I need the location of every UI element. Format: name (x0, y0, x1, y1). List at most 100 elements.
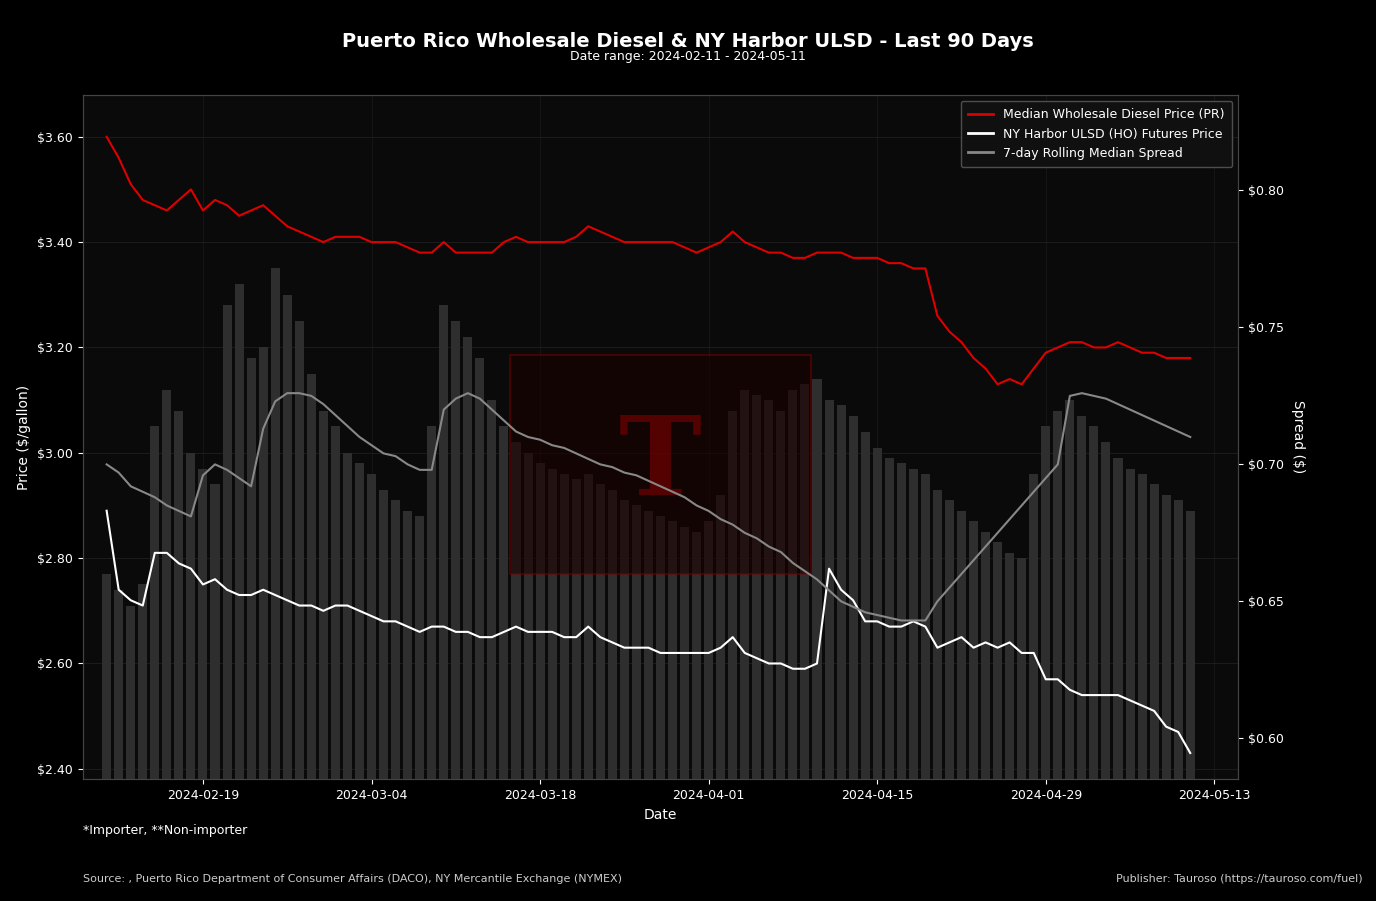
Bar (246, 358, 256, 901)
Bar (294, 321, 304, 901)
Bar (391, 500, 400, 901)
Bar (1161, 495, 1171, 901)
Bar (753, 395, 761, 901)
Bar (464, 337, 472, 901)
Text: Source: , Puerto Rico Department of Consumer Affairs (DACO), NY Mercantile Excha: Source: , Puerto Rico Department of Cons… (83, 874, 622, 884)
Y-axis label: Spread ($): Spread ($) (1291, 400, 1304, 474)
Bar (475, 358, 484, 901)
Bar (1138, 474, 1146, 901)
Bar (1149, 485, 1159, 901)
Bar (234, 284, 244, 901)
Bar (138, 585, 147, 901)
Bar (716, 495, 725, 901)
Text: Publisher: Tauroso (https://tauroso.com/fuel): Publisher: Tauroso (https://tauroso.com/… (1116, 874, 1362, 884)
Bar (837, 405, 846, 901)
Bar (1126, 469, 1135, 901)
Bar (1186, 511, 1194, 901)
Text: T: T (619, 411, 702, 518)
Bar (510, 355, 810, 574)
Bar (571, 479, 581, 901)
Bar (812, 379, 821, 901)
Y-axis label: Price ($/gallon): Price ($/gallon) (18, 385, 32, 489)
Bar (1090, 426, 1098, 901)
Bar (956, 511, 966, 901)
Bar (330, 426, 340, 901)
Bar (1077, 416, 1087, 901)
Bar (282, 295, 292, 901)
Bar (211, 485, 220, 901)
Bar (271, 268, 279, 901)
Bar (355, 463, 365, 901)
Bar (667, 522, 677, 901)
Bar (451, 321, 461, 901)
Bar (487, 400, 497, 901)
Bar (897, 463, 905, 901)
Bar (1042, 426, 1050, 901)
Bar (764, 400, 773, 901)
Bar (933, 489, 943, 901)
Bar (860, 432, 870, 901)
Bar (945, 500, 954, 901)
Bar (150, 426, 160, 901)
Bar (632, 505, 641, 901)
Bar (1101, 442, 1110, 901)
Bar (740, 389, 750, 901)
Bar (439, 305, 449, 901)
Bar (259, 348, 268, 901)
Bar (908, 469, 918, 901)
Bar (1053, 411, 1062, 901)
Bar (692, 532, 702, 901)
Bar (416, 516, 424, 901)
Bar (560, 474, 568, 901)
Bar (644, 511, 654, 901)
Bar (427, 426, 436, 901)
Text: Date range: 2024-02-11 - 2024-05-11: Date range: 2024-02-11 - 2024-05-11 (570, 50, 806, 62)
Bar (776, 411, 786, 901)
Bar (608, 489, 616, 901)
Bar (102, 574, 111, 901)
Bar (596, 485, 605, 901)
Text: *Importer, **Non-importer: *Importer, **Non-importer (83, 824, 246, 837)
Bar (872, 448, 882, 901)
Bar (1174, 500, 1183, 901)
Bar (307, 374, 316, 901)
Bar (969, 522, 978, 901)
Bar (403, 511, 413, 901)
Bar (523, 453, 533, 901)
Bar (1113, 458, 1123, 901)
Bar (319, 411, 327, 901)
Bar (548, 469, 557, 901)
Bar (1017, 558, 1026, 901)
Bar (993, 542, 1002, 901)
Bar (680, 526, 689, 901)
Bar (198, 469, 208, 901)
Bar (801, 385, 809, 901)
Bar (788, 389, 798, 901)
X-axis label: Date: Date (644, 807, 677, 822)
Bar (127, 605, 135, 901)
Bar (162, 389, 172, 901)
Legend: Median Wholesale Diesel Price (PR), NY Harbor ULSD (HO) Futures Price, 7-day Rol: Median Wholesale Diesel Price (PR), NY H… (960, 101, 1232, 168)
Text: Puerto Rico Wholesale Diesel & NY Harbor ULSD - Last 90 Days: Puerto Rico Wholesale Diesel & NY Harbor… (343, 32, 1033, 50)
Bar (728, 411, 738, 901)
Bar (824, 400, 834, 901)
Bar (921, 474, 930, 901)
Bar (849, 416, 857, 901)
Bar (885, 458, 894, 901)
Bar (1004, 553, 1014, 901)
Bar (583, 474, 593, 901)
Bar (1029, 474, 1039, 901)
Bar (367, 474, 376, 901)
Bar (656, 516, 665, 901)
Bar (981, 532, 991, 901)
Bar (114, 590, 124, 901)
Bar (378, 489, 388, 901)
Bar (186, 453, 195, 901)
Bar (535, 463, 545, 901)
Bar (343, 453, 352, 901)
Bar (705, 522, 713, 901)
Bar (223, 305, 231, 901)
Bar (499, 426, 509, 901)
Bar (512, 442, 520, 901)
Bar (1065, 400, 1075, 901)
